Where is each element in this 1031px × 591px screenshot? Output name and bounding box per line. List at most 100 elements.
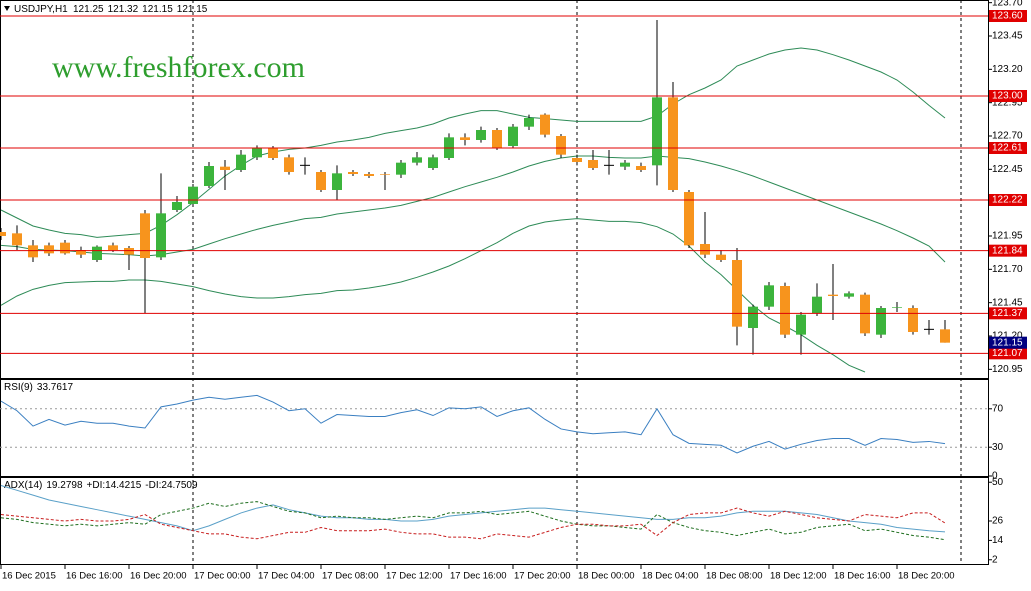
adx-last: 19.2798 (46, 480, 83, 491)
candle-body (60, 242, 70, 254)
candle-body (780, 286, 790, 335)
candle-body (668, 97, 678, 190)
y-tick-label: 121.20 (992, 331, 1023, 342)
y-tick-label: 122.45 (992, 164, 1023, 175)
candle-body (940, 329, 950, 343)
x-tick-label: 17 Dec 00:00 (194, 571, 251, 582)
candle-body (316, 172, 326, 190)
level-label-bg (989, 10, 1027, 22)
level-label: 122.22 (992, 195, 1023, 206)
candle-body (684, 192, 694, 246)
candle-body (0, 232, 6, 236)
candle-body (252, 148, 262, 158)
candle-body (396, 162, 406, 175)
pdi-last: 14.4215 (105, 480, 142, 491)
candle-body (236, 154, 246, 170)
level-label-bg (989, 307, 1027, 320)
y-tick-label: 122.95 (992, 97, 1023, 108)
candle-body (460, 137, 470, 140)
candle-body (796, 314, 806, 335)
candle-body (876, 308, 886, 335)
y-tick-label: 26 (992, 516, 1004, 527)
chart-header: USDJPY,H1 121.25 121.32 121.15 121.15 (14, 4, 208, 15)
y-tick-label: 123.20 (992, 64, 1023, 75)
x-tick-label: 18 Dec 20:00 (898, 571, 955, 582)
x-tick-label: 17 Dec 16:00 (450, 571, 507, 582)
candle-body (76, 250, 86, 255)
candle-body (764, 285, 774, 307)
x-tick-label: 17 Dec 12:00 (386, 571, 443, 582)
candle-body (28, 245, 38, 258)
candle-body (556, 136, 566, 155)
candle-body (748, 306, 758, 328)
level-label-bg (989, 90, 1027, 102)
candle-body (844, 293, 854, 297)
candle-body (332, 173, 342, 190)
candle-body (12, 233, 22, 246)
candle-body (860, 294, 870, 334)
y-tick-label: 121.95 (992, 231, 1023, 242)
candle-body (716, 254, 726, 260)
y-tick-label: 2 (992, 554, 998, 565)
x-tick-label: 18 Dec 04:00 (642, 571, 699, 582)
panel (0, 20, 950, 373)
candle-body (108, 245, 118, 250)
level-label: 121.84 (992, 245, 1023, 256)
candle-body (204, 166, 214, 186)
candle-body (188, 186, 198, 204)
x-tick-label: 16 Dec 2015 (2, 571, 56, 582)
candle-body (140, 213, 150, 258)
candle-body (828, 294, 838, 296)
candle-body (428, 157, 438, 168)
pdi-name: +DI: (87, 480, 106, 491)
y-tick-label: 121.45 (992, 297, 1023, 308)
day-separators (192, 0, 962, 565)
rsi-last: 33.7617 (37, 382, 74, 393)
x-tick-label: 18 Dec 00:00 (578, 571, 635, 582)
candle-body (364, 174, 374, 176)
x-tick-label: 17 Dec 04:00 (258, 571, 315, 582)
level-label: 122.61 (992, 143, 1023, 154)
y-tick-label: 50 (992, 477, 1004, 488)
candle-body (492, 130, 502, 148)
candle-body (700, 244, 710, 255)
candle-body (92, 246, 102, 260)
candle-body (572, 158, 582, 162)
rsi-header: RSI(9) 33.7617 (4, 382, 73, 393)
candle-body (348, 172, 358, 174)
candle-body (540, 114, 550, 135)
header-high: 121.32 (108, 4, 139, 15)
x-tick-label: 18 Dec 12:00 (770, 571, 827, 582)
level-label-bg (989, 244, 1027, 257)
adx-header: ADX(14) 19.2798 +DI:14.4215 -DI:24.7509 (4, 480, 198, 491)
header-low: 121.15 (142, 4, 173, 15)
mdi-last: 24.7509 (161, 480, 198, 491)
candle-body (732, 260, 742, 327)
panel (0, 394, 988, 454)
header-open: 121.25 (73, 4, 104, 15)
level-label: 121.07 (992, 348, 1023, 359)
panel (0, 484, 946, 541)
candle-body (620, 162, 630, 167)
candle-body (412, 157, 422, 163)
level-label-bg (989, 142, 1027, 154)
candle-body (220, 166, 230, 170)
header-icon (4, 6, 10, 11)
watermark: www.freshforex.com (52, 51, 305, 84)
x-tick-label: 16 Dec 20:00 (130, 571, 187, 582)
candle-body (476, 130, 486, 140)
symbol: USDJPY,H1 (14, 4, 68, 15)
x-tick-label: 18 Dec 16:00 (834, 571, 891, 582)
candle-body (380, 174, 390, 175)
candle-body (172, 202, 182, 210)
header-close: 121.15 (177, 4, 208, 15)
candle-body (284, 157, 294, 172)
current-price-bg (989, 336, 1027, 349)
y-tick-label: 123.70 (992, 0, 1023, 8)
indicator-line (0, 394, 946, 454)
x-tick-label: 16 Dec 16:00 (66, 571, 123, 582)
candle-body (268, 148, 278, 158)
rsi-title: RSI(9) (4, 382, 33, 393)
